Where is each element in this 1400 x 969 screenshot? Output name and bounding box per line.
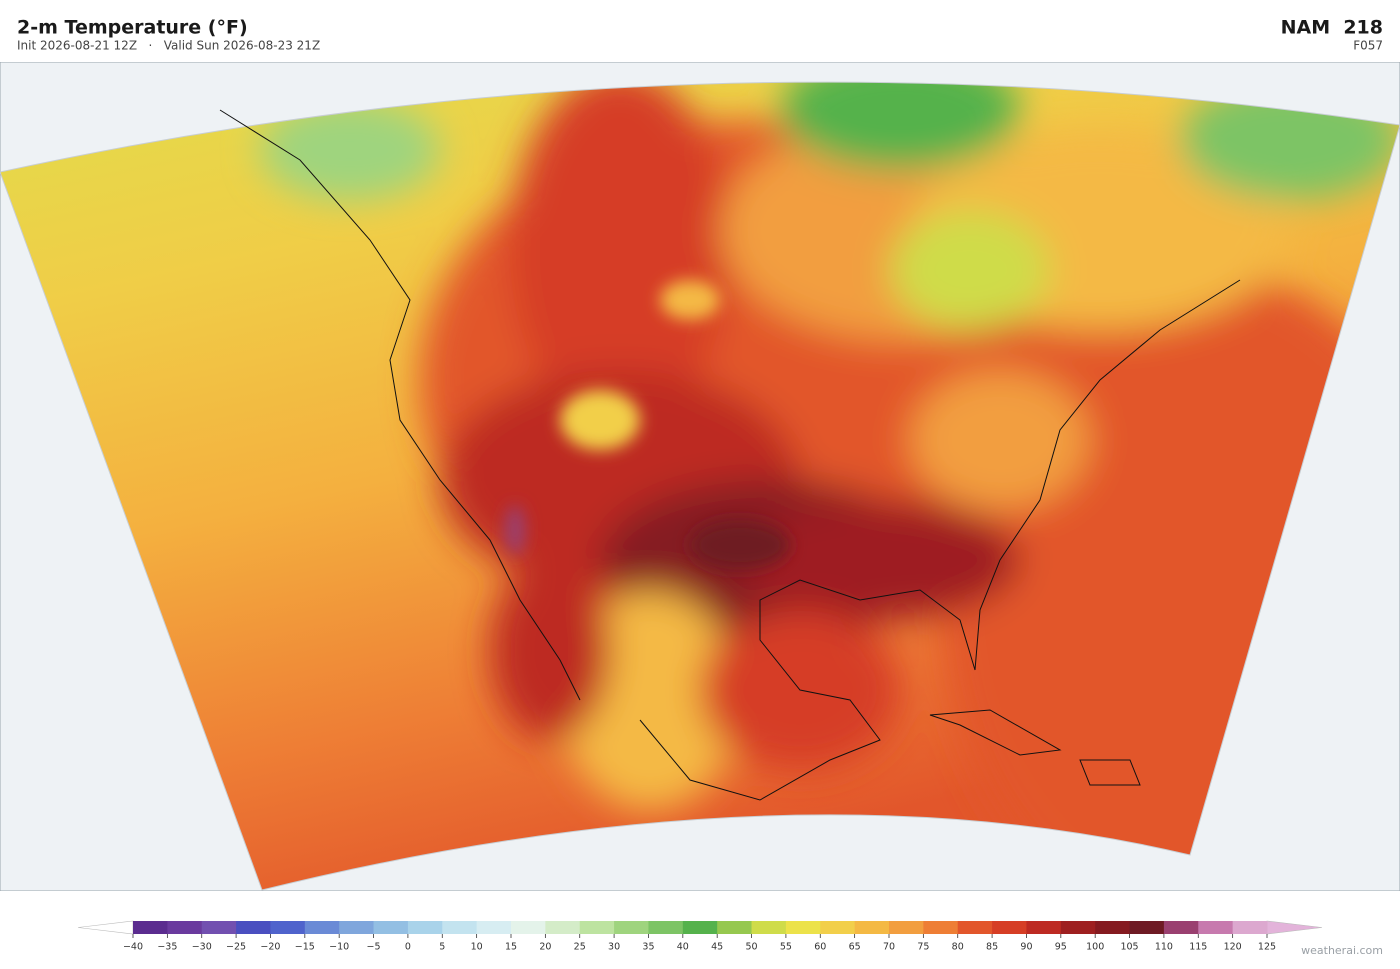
colorbar-bin bbox=[1095, 921, 1130, 934]
colorbar-bin bbox=[442, 921, 478, 934]
colorbar-bin bbox=[236, 921, 271, 934]
colorbar-bin bbox=[270, 921, 306, 934]
colorbar-tick-label: 95 bbox=[1055, 942, 1067, 953]
colorbar-tick-label: 0 bbox=[405, 942, 411, 953]
forecast-hour: F057 bbox=[1353, 39, 1383, 53]
colorbar-bin bbox=[682, 921, 718, 934]
colorbar-tick-label: 50 bbox=[745, 942, 757, 953]
colorbar-bin bbox=[167, 921, 203, 934]
colorbar-tick-label: −25 bbox=[226, 942, 246, 953]
colorbar-bin bbox=[717, 921, 752, 934]
colorbar-tick-label: −10 bbox=[329, 942, 349, 953]
colorbar-tick-label: 5 bbox=[439, 942, 445, 953]
colorbar-tick-label: 25 bbox=[574, 942, 586, 953]
colorbar-bin bbox=[579, 921, 615, 934]
watermark: weatherai.com bbox=[1301, 944, 1383, 957]
colorbar-bin bbox=[1129, 921, 1165, 934]
colorbar-tick-label: −5 bbox=[367, 942, 381, 953]
colorbar-tick-label: −15 bbox=[295, 942, 315, 953]
colorbar-bin bbox=[854, 921, 890, 934]
map bbox=[0, 62, 1400, 891]
colorbar-bin bbox=[785, 921, 821, 934]
colorbar-tick-label: 105 bbox=[1120, 942, 1138, 953]
colorbar-tick-label: 15 bbox=[505, 942, 517, 953]
temperature-field bbox=[0, 82, 1400, 890]
model-name: NAM 218 bbox=[1281, 17, 1383, 39]
colorbar-bin bbox=[889, 921, 924, 934]
colorbar-tick-label: 70 bbox=[883, 942, 895, 953]
colorbar-tick-label: 80 bbox=[952, 942, 964, 953]
colorbar-tick-label: 60 bbox=[814, 942, 826, 953]
colorbar-bin bbox=[820, 921, 856, 934]
map-title: 2-m Temperature (°F) bbox=[17, 17, 248, 39]
colorbar-tick-label: 20 bbox=[539, 942, 551, 953]
colorbar-bin bbox=[923, 921, 959, 934]
colorbar-bin bbox=[614, 921, 649, 934]
colorbar-bin bbox=[751, 921, 787, 934]
colorbar-tick-label: 45 bbox=[711, 942, 723, 953]
colorbar-bin bbox=[476, 921, 512, 934]
colorbar-tick-label: −30 bbox=[192, 942, 212, 953]
colorbar-bin bbox=[407, 921, 443, 934]
colorbar-tick-label: −20 bbox=[260, 942, 280, 953]
colorbar-bin bbox=[1198, 921, 1234, 934]
colorbar-bin bbox=[304, 921, 340, 934]
map-subtitle: Init 2026-08-21 12Z · Valid Sun 2026-08-… bbox=[17, 39, 320, 53]
colorbar-bin bbox=[957, 921, 993, 934]
colorbar-bin bbox=[1026, 921, 1062, 934]
colorbar-tick-label: 110 bbox=[1155, 942, 1173, 953]
colorbar-tick-label: 65 bbox=[849, 942, 861, 953]
colorbar-tick-label: 125 bbox=[1258, 942, 1276, 953]
colorbar-tick-label: 10 bbox=[471, 942, 483, 953]
colorbar-bin bbox=[1060, 921, 1096, 934]
colorbar-tick-label: 40 bbox=[677, 942, 689, 953]
colorbar-bin bbox=[133, 921, 168, 934]
colorbar-under bbox=[77, 920, 134, 935]
colorbar: −40 −35 −30 −25 −20 −15 −10 −5 0 5 10 15 20 25 30 35 40 4… bbox=[77, 920, 1323, 953]
colorbar-tick-label: 120 bbox=[1224, 942, 1242, 953]
colorbar-tick-label: 30 bbox=[608, 942, 620, 953]
colorbar-over bbox=[1266, 920, 1323, 935]
colorbar-bin bbox=[1232, 921, 1268, 934]
colorbar-bin bbox=[545, 921, 581, 934]
colorbar-bin bbox=[373, 921, 409, 934]
colorbar-tick-label: 35 bbox=[642, 942, 654, 953]
colorbar-tick-label: 90 bbox=[1020, 942, 1032, 953]
colorbar-tick-label: −40 bbox=[123, 942, 143, 953]
colorbar-bin bbox=[1163, 921, 1199, 934]
colorbar-bin bbox=[511, 921, 546, 934]
colorbar-bin bbox=[201, 921, 237, 934]
colorbar-tick-label: 85 bbox=[986, 942, 998, 953]
colorbar-tick-label: 115 bbox=[1189, 942, 1207, 953]
colorbar-bin bbox=[992, 921, 1027, 934]
colorbar-bin bbox=[339, 921, 374, 934]
colorbar-tick-label: −35 bbox=[157, 942, 177, 953]
colorbar-tick-label: 55 bbox=[780, 942, 792, 953]
colorbar-bin bbox=[648, 921, 684, 934]
colorbar-tick-label: 100 bbox=[1086, 942, 1104, 953]
colorbar-tick-label: 75 bbox=[917, 942, 929, 953]
